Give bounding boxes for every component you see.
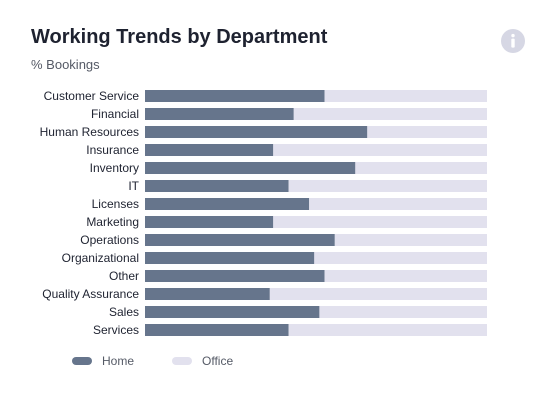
legend-swatch-home bbox=[72, 357, 92, 365]
bar-home-customer-service[interactable] bbox=[145, 90, 325, 102]
legend: Home Office bbox=[72, 354, 271, 368]
bar-office-financial[interactable] bbox=[293, 108, 487, 120]
info-icon[interactable] bbox=[501, 29, 525, 53]
category-label-sales: Sales bbox=[109, 305, 139, 319]
bar-office-other[interactable] bbox=[324, 270, 487, 282]
legend-label-home: Home bbox=[102, 354, 135, 368]
category-label-licenses: Licenses bbox=[92, 197, 139, 211]
bar-office-licenses[interactable] bbox=[309, 198, 487, 210]
bar-office-operations[interactable] bbox=[334, 234, 487, 246]
bar-home-insurance[interactable] bbox=[145, 144, 274, 156]
category-label-services: Services bbox=[93, 323, 139, 337]
legend-label-office: Office bbox=[202, 354, 234, 368]
bar-office-sales[interactable] bbox=[319, 306, 487, 318]
legend-item-office[interactable]: Office bbox=[172, 354, 233, 368]
legend-swatch-office bbox=[172, 357, 193, 365]
category-label-it: IT bbox=[128, 179, 139, 193]
chart-title: Working Trends by Department bbox=[31, 26, 328, 48]
bar-office-inventory[interactable] bbox=[355, 162, 487, 174]
bar-office-insurance[interactable] bbox=[273, 144, 487, 156]
bar-home-marketing[interactable] bbox=[145, 216, 274, 228]
bar-office-human-resources[interactable] bbox=[367, 126, 487, 138]
bar-home-sales[interactable] bbox=[145, 306, 320, 318]
bar-office-organizational[interactable] bbox=[314, 252, 487, 264]
category-label-operations: Operations bbox=[80, 233, 139, 247]
bar-home-human-resources[interactable] bbox=[145, 126, 368, 138]
legend-item-home[interactable]: Home bbox=[72, 354, 134, 368]
bar-home-organizational[interactable] bbox=[145, 252, 315, 264]
bar-office-quality-assurance[interactable] bbox=[269, 288, 487, 300]
bar-office-customer-service[interactable] bbox=[324, 90, 487, 102]
category-label-marketing: Marketing bbox=[86, 215, 139, 229]
bar-home-financial[interactable] bbox=[145, 108, 294, 120]
category-label-customer-service: Customer Service bbox=[44, 89, 140, 103]
bar-home-licenses[interactable] bbox=[145, 198, 310, 210]
category-label-organizational: Organizational bbox=[62, 251, 139, 265]
bar-home-services[interactable] bbox=[145, 324, 289, 336]
bar-home-quality-assurance[interactable] bbox=[145, 288, 270, 300]
category-label-quality-assurance: Quality Assurance bbox=[42, 287, 139, 301]
category-label-inventory: Inventory bbox=[90, 161, 139, 175]
chart-subtitle: % Bookings bbox=[31, 57, 100, 72]
bar-home-it[interactable] bbox=[145, 180, 289, 192]
bar-office-marketing[interactable] bbox=[273, 216, 487, 228]
category-label-financial: Financial bbox=[91, 107, 139, 121]
bar-home-other[interactable] bbox=[145, 270, 325, 282]
bar-home-inventory[interactable] bbox=[145, 162, 356, 174]
category-label-insurance: Insurance bbox=[86, 143, 139, 157]
category-label-human-resources: Human Resources bbox=[40, 125, 139, 139]
bar-office-services[interactable] bbox=[288, 324, 487, 336]
bar-office-it[interactable] bbox=[288, 180, 487, 192]
category-label-other: Other bbox=[109, 269, 139, 283]
bar-home-operations[interactable] bbox=[145, 234, 335, 246]
